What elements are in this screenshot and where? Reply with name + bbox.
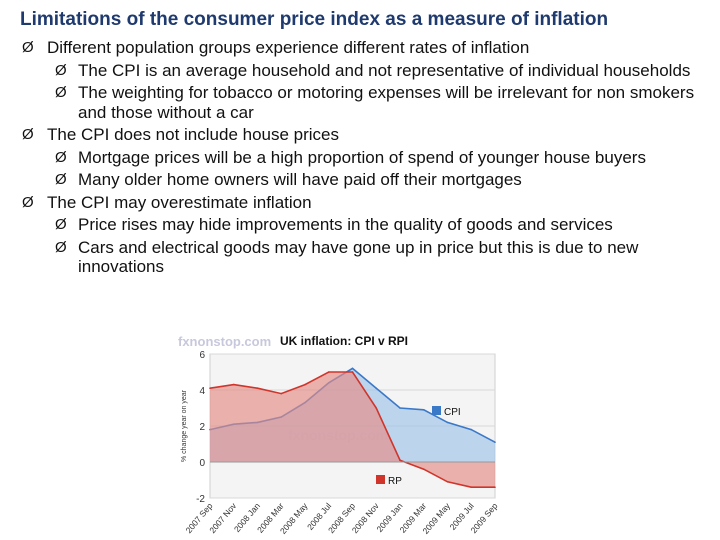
data-point	[399, 459, 401, 461]
bullet-arrow-icon: Ø	[55, 61, 67, 79]
y-tick-label: 0	[199, 458, 205, 469]
bullet-text: The CPI may overestimate inflation	[47, 192, 312, 212]
slide-title: Limitations of the consumer price index …	[20, 9, 609, 30]
data-point	[399, 407, 401, 409]
data-point	[422, 409, 425, 411]
legend-swatch-cpi	[432, 406, 441, 415]
bullet-text: The CPI is an average household and not …	[78, 60, 691, 80]
y-axis-label: % change year on year	[181, 389, 188, 462]
bullet-text: Mortgage prices will be a high proportio…	[78, 147, 646, 167]
bullet-arrow-icon: Ø	[55, 148, 67, 166]
y-tick-label: 4	[199, 386, 205, 397]
sub-bullet-item: Ø The CPI is an average household and not…	[0, 61, 720, 81]
data-point	[256, 387, 259, 389]
bullet-text: Many older home owners will have paid of…	[78, 170, 522, 189]
bullet-text: The CPI does not include house prices	[47, 125, 340, 144]
bullet-item: Ø The CPI may overestimate inflation	[0, 193, 720, 213]
bullet-arrow-icon: Ø	[22, 193, 34, 211]
inflation-chart: UK inflation: CPI v RPIfxnonstop.comfxno…	[170, 330, 505, 535]
data-point	[327, 371, 330, 373]
bullet-text: Price rises may hide improvements in the…	[78, 215, 613, 234]
data-point	[375, 387, 378, 389]
data-point	[280, 392, 283, 395]
y-tick-label: 6	[199, 350, 205, 361]
sub-bullet-item: Ø Cars and electrical goods may have gone…	[0, 238, 720, 277]
bullet-arrow-icon: Ø	[55, 171, 67, 188]
bullet-item: Ø The CPI does not include house prices	[0, 125, 720, 145]
data-point	[446, 481, 449, 483]
sub-bullet-item: Ø Price rises may hide improvements in th…	[0, 215, 720, 235]
data-point	[232, 383, 235, 386]
data-point	[470, 486, 473, 488]
legend-label-cpi: CPI	[444, 407, 461, 418]
data-point	[351, 371, 354, 373]
data-point	[422, 468, 425, 470]
data-point	[351, 367, 354, 370]
data-point	[494, 486, 496, 488]
data-point	[209, 387, 211, 389]
bullet-arrow-icon: Ø	[55, 216, 67, 233]
watermark: fxnonstop.com	[178, 334, 271, 349]
data-point	[304, 383, 306, 386]
legend-label-rp: RP	[388, 476, 402, 487]
bullet-list: Ø Different population groups experience …	[0, 38, 720, 280]
y-tick-label: 2	[199, 422, 205, 433]
bullet-arrow-icon: Ø	[55, 84, 67, 101]
data-point	[494, 441, 496, 443]
data-point	[375, 407, 378, 409]
sub-bullet-item: Ø The weighting for tobacco or motoring e…	[0, 83, 720, 122]
legend-swatch-rp	[376, 475, 385, 484]
series-area-rp	[210, 372, 495, 488]
data-point	[446, 421, 449, 424]
sub-bullet-item: Ø Many older home owners will have paid o…	[0, 170, 720, 190]
bullet-item: Ø Different population groups experience …	[0, 38, 720, 58]
bullet-arrow-icon: Ø	[22, 39, 34, 56]
chart-svg: UK inflation: CPI v RPIfxnonstop.comfxno…	[178, 334, 500, 535]
bullet-text: Cars and electrical goods may have gone …	[78, 237, 639, 277]
chart-title: UK inflation: CPI v RPI	[280, 334, 408, 348]
bullet-text: Different population groups experience d…	[47, 38, 530, 57]
bullet-text: The weighting for tobacco or motoring ex…	[78, 83, 695, 122]
bullet-arrow-icon: Ø	[22, 126, 34, 143]
sub-bullet-item: Ø Mortgage prices will be a high proporti…	[0, 148, 720, 168]
bullet-arrow-icon: Ø	[55, 238, 67, 256]
y-tick-label: -2	[196, 494, 205, 505]
data-point	[470, 428, 473, 431]
